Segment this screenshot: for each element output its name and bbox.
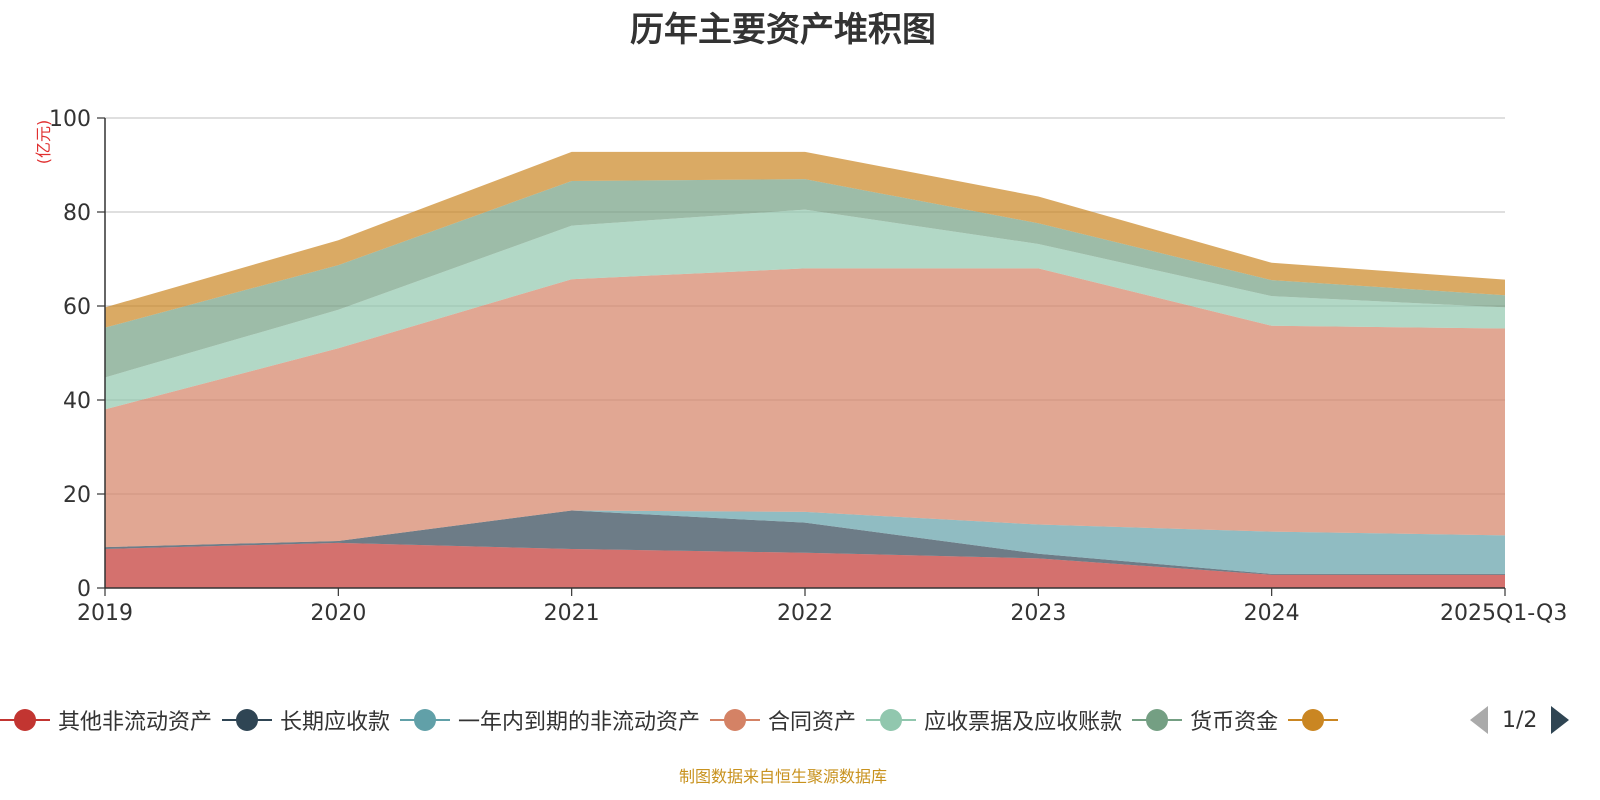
y-tick-label: 40	[63, 389, 91, 414]
legend-marker-icon	[1132, 703, 1183, 737]
y-tick-label: 0	[77, 577, 91, 602]
legend-prev-page-icon[interactable]	[1470, 706, 1488, 734]
x-tick-label: 2022	[777, 601, 833, 626]
y-tick-label: 80	[63, 201, 91, 226]
legend-marker-icon	[400, 703, 451, 737]
legend-item[interactable]	[1288, 703, 1346, 737]
legend-marker-icon	[710, 703, 761, 737]
area-series-3[interactable]	[105, 510, 1505, 574]
x-tick-label: 2019	[77, 601, 133, 626]
legend-item[interactable]: 长期应收款	[222, 703, 390, 737]
legend-marker-icon	[866, 703, 917, 737]
x-tick-label: 2020	[310, 601, 366, 626]
x-tick-label: 2024	[1244, 601, 1300, 626]
legend-item[interactable]: 一年内到期的非流动资产	[400, 703, 700, 737]
legend-label: 货币资金	[1190, 710, 1279, 735]
chart-title: 历年主要资产堆积图	[630, 10, 936, 50]
legend-label: 一年内到期的非流动资产	[458, 710, 701, 735]
legend-page-indicator: 1/2	[1502, 707, 1538, 733]
area-series-6[interactable]	[105, 179, 1505, 378]
area-series-2[interactable]	[105, 510, 1505, 575]
legend: 其他非流动资产 长期应收款 一年内到期的非流动资产 合同资产 应收票据及应收账款 货币资金	[0, 703, 1356, 737]
x-tick-label: 2023	[1010, 601, 1066, 626]
legend-label: 合同资产	[768, 710, 857, 735]
data-source-note: 制图数据来自恒生聚源数据库	[678, 767, 887, 786]
area-series-group	[105, 151, 1505, 588]
legend-pager: 1/2	[1470, 703, 1570, 737]
legend-marker-icon	[1288, 703, 1339, 737]
area-series-5[interactable]	[105, 209, 1505, 410]
area-series-4[interactable]	[105, 268, 1505, 548]
axes: 0 20 40 60 80 100 2019 2020 2021 2022 2023 2024 2025…	[49, 107, 1567, 626]
legend-item[interactable]: 其他非流动资产	[0, 703, 212, 737]
area-series-7[interactable]	[105, 151, 1505, 328]
x-tick-label: 2021	[544, 601, 600, 626]
y-tick-label: 100	[49, 107, 91, 132]
area-series-1[interactable]	[105, 542, 1505, 588]
legend-item[interactable]: 货币资金	[1132, 703, 1278, 737]
y-axis-unit-label: (亿元)	[34, 120, 53, 165]
legend-label: 长期应收款	[280, 710, 391, 735]
x-tick-label: 2025Q1-Q3	[1440, 601, 1567, 626]
chart-canvas: 0 20 40 60 80 100 2019 2020 2021 2022 2023 2024 2025…	[34, 107, 1567, 626]
y-tick-label: 20	[63, 483, 91, 508]
legend-item[interactable]: 应收票据及应收账款	[866, 703, 1122, 737]
legend-label: 其他非流动资产	[58, 710, 213, 735]
legend-marker-icon	[0, 703, 50, 737]
y-tick-label: 60	[63, 295, 91, 320]
legend-marker-icon	[222, 703, 273, 737]
legend-item[interactable]: 合同资产	[710, 703, 856, 737]
legend-next-page-icon[interactable]	[1551, 706, 1570, 734]
legend-label: 应收票据及应收账款	[924, 710, 1123, 735]
